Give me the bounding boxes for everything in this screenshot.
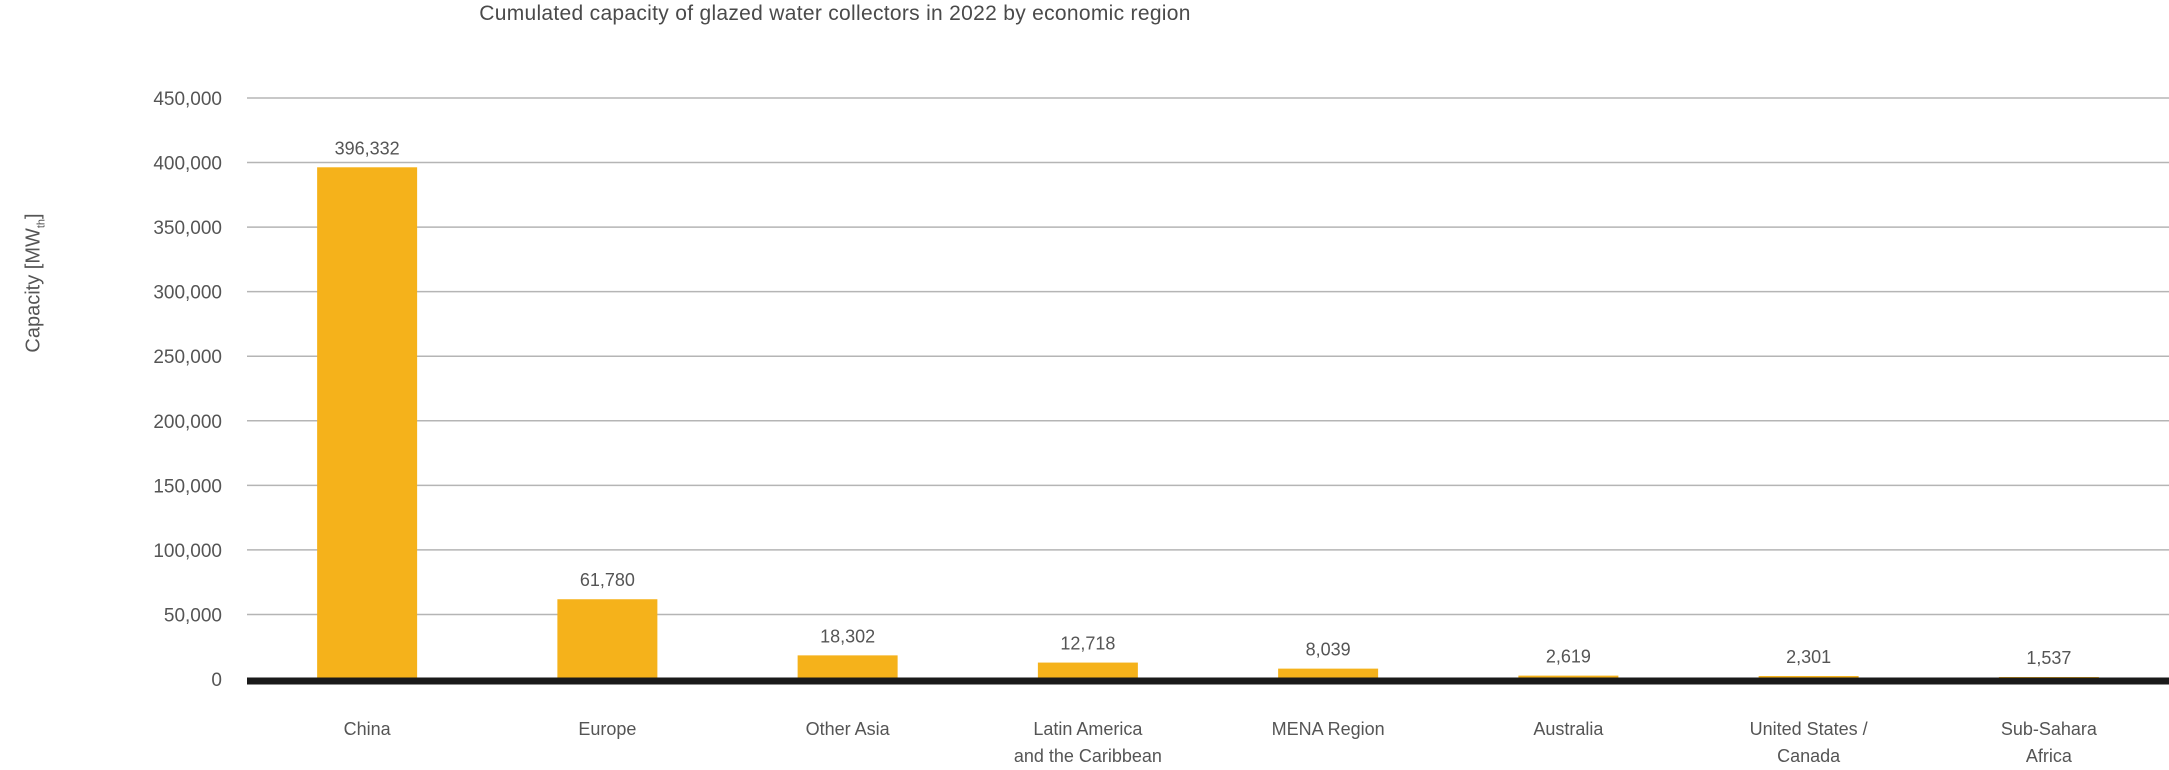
data-label: 2,301 [1786,647,1831,667]
bars [317,167,2099,679]
x-tick-label: Africa [2026,746,2073,766]
data-label: 1,537 [2026,648,2071,668]
data-label: 18,302 [820,626,875,646]
data-label: 2,619 [1546,647,1591,667]
data-label: 61,780 [580,570,635,590]
bar [317,167,418,679]
x-tick-label: MENA Region [1272,719,1385,739]
x-tick-label: China [344,719,392,739]
y-tick-label: 450,000 [153,89,222,110]
bar [797,655,898,679]
data-label: 396,332 [335,138,400,158]
x-tick-label: Latin America [1033,719,1143,739]
gridlines [247,97,2169,616]
y-tick-labels: 0 50,000 100,000 150,000 200,000 250,000 300,0… [153,89,222,691]
x-tick-label: United States / [1750,719,1868,739]
x-tick-label: Europe [578,719,636,739]
x-tick-label: and the Caribbean [1014,746,1162,766]
y-tick-label: 400,000 [153,154,222,175]
y-tick-label: 250,000 [153,347,222,368]
x-tick-label: Other Asia [806,719,891,739]
value-labels: 396,332 61,780 18,302 12,718 8,039 2,619 2,301… [335,138,2072,668]
y-tick-label: 350,000 [153,218,222,239]
y-tick-label: 150,000 [153,476,222,497]
bar [1518,675,1619,679]
data-label: 8,039 [1306,640,1351,660]
y-tick-label: 50,000 [164,605,222,626]
data-label: 12,718 [1060,634,1115,654]
bar [1037,662,1138,679]
y-tick-label: 300,000 [153,283,222,304]
x-tick-label: Australia [1533,719,1604,739]
y-tick-label: 200,000 [153,412,222,433]
chart-title: Cumulated capacity of glazed water colle… [479,2,1191,25]
bar [1278,668,1379,679]
y-tick-label: 100,000 [153,541,222,562]
x-tick-label: Sub-Sahara [2001,719,2098,739]
bar [557,599,658,679]
x-tick-label: Canada [1777,746,1841,766]
x-tick-labels: China Europe Other Asia Latin America and th… [344,719,2098,766]
y-tick-label: 0 [211,670,222,691]
